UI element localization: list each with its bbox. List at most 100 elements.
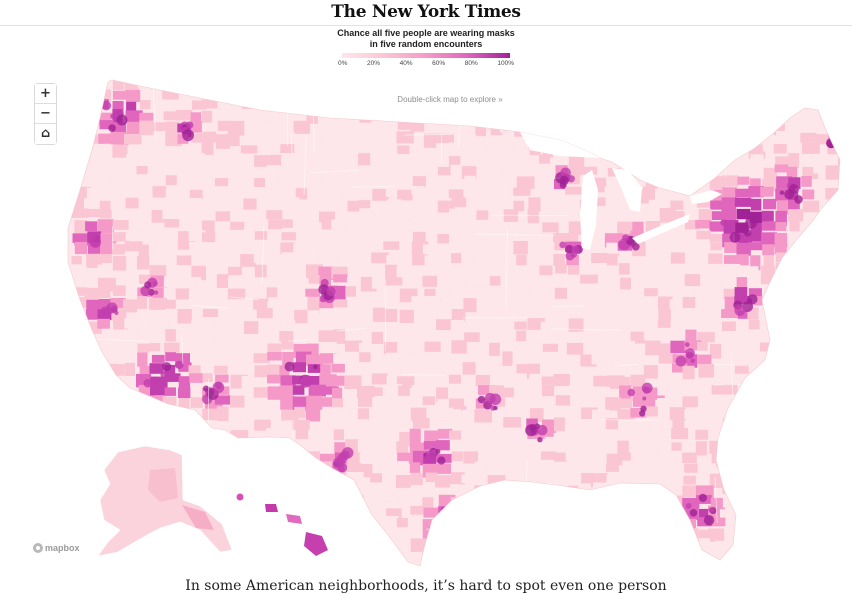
- county-cell[interactable]: [255, 451, 266, 463]
- county-cell[interactable]: [685, 101, 695, 111]
- county-cell[interactable]: [540, 188, 552, 199]
- county-cell[interactable]: [725, 123, 736, 137]
- county-cell[interactable]: [540, 363, 553, 374]
- county-cell[interactable]: [296, 429, 309, 440]
- county-cell[interactable]: [683, 121, 694, 135]
- county-cell[interactable]: [371, 253, 389, 264]
- county-cell[interactable]: [126, 90, 140, 102]
- county-cell[interactable]: [281, 340, 293, 349]
- county-cell[interactable]: [659, 132, 670, 144]
- county-cell[interactable]: [138, 344, 150, 353]
- county-cell[interactable]: [540, 167, 558, 176]
- county-cell[interactable]: [436, 319, 453, 330]
- county-cell[interactable]: [230, 330, 243, 341]
- county-cell[interactable]: [231, 340, 244, 353]
- county-cell[interactable]: [152, 355, 165, 363]
- county-cell[interactable]: [461, 253, 472, 265]
- county-cell[interactable]: [138, 155, 149, 164]
- county-cell[interactable]: [761, 461, 776, 474]
- county-cell[interactable]: [647, 550, 660, 560]
- county-cell[interactable]: [358, 408, 369, 419]
- county-cell[interactable]: [580, 275, 598, 284]
- county-cell[interactable]: [686, 179, 699, 192]
- county-cell[interactable]: [671, 428, 688, 439]
- county-cell[interactable]: [61, 473, 78, 487]
- county-cell[interactable]: [657, 121, 673, 134]
- county-cell[interactable]: [503, 562, 516, 572]
- county-cell[interactable]: [595, 287, 606, 297]
- county-cell[interactable]: [397, 131, 414, 143]
- county-cell[interactable]: [657, 386, 673, 395]
- county-cell[interactable]: [802, 552, 815, 562]
- county-cell[interactable]: [839, 142, 850, 156]
- county-cell[interactable]: [839, 462, 849, 471]
- county-cell[interactable]: [541, 322, 552, 331]
- county-cell[interactable]: [633, 156, 651, 168]
- county-cell[interactable]: [296, 474, 314, 484]
- county-cell[interactable]: [383, 564, 398, 578]
- county-cell[interactable]: [503, 549, 516, 562]
- county-cell[interactable]: [814, 553, 825, 562]
- county-cell[interactable]: [749, 541, 760, 552]
- county-cell[interactable]: [578, 79, 595, 92]
- county-cell[interactable]: [763, 474, 774, 482]
- county-cell[interactable]: [242, 278, 259, 289]
- county-cell[interactable]: [423, 296, 441, 307]
- county-cell[interactable]: [464, 176, 475, 187]
- county-cell[interactable]: [332, 398, 343, 407]
- county-cell[interactable]: [764, 256, 774, 267]
- county-cell[interactable]: [266, 87, 279, 98]
- county-cell[interactable]: [528, 209, 539, 223]
- county-cell[interactable]: [712, 410, 724, 420]
- county-cell[interactable]: [723, 175, 739, 186]
- county-cell[interactable]: [190, 198, 202, 207]
- county-cell[interactable]: [515, 373, 527, 383]
- county-cell[interactable]: [502, 495, 517, 505]
- county-cell[interactable]: [802, 420, 818, 431]
- county-cell[interactable]: [841, 311, 852, 326]
- county-cell[interactable]: [736, 143, 751, 156]
- county-cell[interactable]: [541, 486, 557, 495]
- county-cell[interactable]: [267, 122, 282, 130]
- county-cell[interactable]: [631, 451, 644, 465]
- county-cell[interactable]: [775, 300, 791, 314]
- county-cell[interactable]: [634, 90, 649, 103]
- county-cell[interactable]: [788, 298, 799, 313]
- county-cell[interactable]: [566, 451, 580, 461]
- county-cell[interactable]: [256, 562, 274, 575]
- county-cell[interactable]: [683, 320, 699, 330]
- county-cell[interactable]: [789, 497, 804, 509]
- county-cell[interactable]: [437, 243, 451, 257]
- county-cell[interactable]: [839, 410, 852, 422]
- county-cell[interactable]: [710, 275, 720, 289]
- county-cell[interactable]: [189, 432, 201, 443]
- county-cell[interactable]: [217, 274, 228, 288]
- county-cell[interactable]: [762, 211, 774, 222]
- mapbox-attribution[interactable]: mapbox: [33, 543, 80, 553]
- county-cell[interactable]: [424, 200, 438, 209]
- county-cell[interactable]: [788, 132, 799, 141]
- county-cell[interactable]: [400, 398, 415, 408]
- county-cell[interactable]: [568, 123, 579, 134]
- county-cell[interactable]: [333, 407, 351, 421]
- county-cell[interactable]: [308, 77, 325, 91]
- county-cell[interactable]: [541, 452, 556, 460]
- county-cell[interactable]: [97, 319, 110, 329]
- county-cell[interactable]: [501, 307, 519, 321]
- county-cell[interactable]: [423, 397, 436, 406]
- county-cell[interactable]: [240, 542, 258, 556]
- county-cell[interactable]: [803, 255, 821, 265]
- county-cell[interactable]: [685, 253, 699, 266]
- county-cell[interactable]: [788, 397, 800, 408]
- county-cell[interactable]: [698, 355, 712, 364]
- county-cell[interactable]: [554, 453, 567, 462]
- county-cell[interactable]: [253, 299, 267, 310]
- county-cell[interactable]: [644, 365, 658, 379]
- county-cell[interactable]: [348, 561, 359, 574]
- county-cell[interactable]: [709, 299, 725, 308]
- county-cell[interactable]: [423, 245, 437, 255]
- county-cell[interactable]: [813, 165, 824, 174]
- county-cell[interactable]: [501, 519, 515, 533]
- county-cell[interactable]: [111, 364, 124, 376]
- county-cell[interactable]: [254, 484, 268, 493]
